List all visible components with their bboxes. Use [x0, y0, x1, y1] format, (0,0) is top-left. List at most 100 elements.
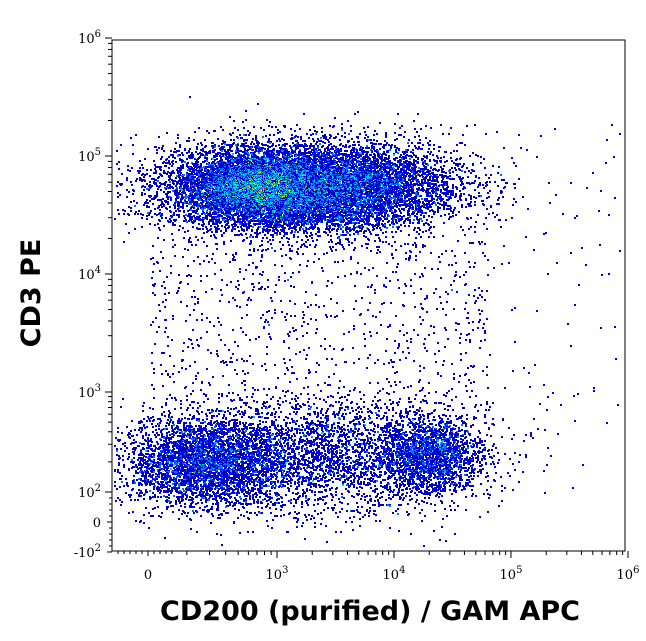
event-dot [414, 136, 416, 138]
event-dot [383, 175, 385, 177]
event-dot [198, 127, 200, 129]
event-dot [354, 113, 356, 115]
event-dot [248, 134, 250, 136]
event-dot [135, 134, 137, 136]
event-dot [225, 158, 227, 160]
event-dot [322, 135, 324, 137]
event-dot [127, 169, 129, 171]
event-dot [225, 151, 227, 153]
event-dot [245, 110, 247, 112]
event-dot [200, 165, 202, 167]
event-dot [399, 127, 401, 129]
event-dot [415, 166, 417, 168]
event-dot [130, 181, 132, 183]
event-dot [373, 139, 375, 141]
event-dot [475, 176, 477, 178]
event-dot [403, 158, 405, 160]
event-dot [320, 140, 322, 142]
event-dot [189, 148, 191, 150]
event-dot [269, 142, 271, 144]
event-dot [306, 133, 308, 135]
event-dot [414, 169, 416, 171]
event-dot [297, 147, 299, 149]
event-dot [278, 154, 280, 156]
event-dot [440, 124, 442, 126]
event-dot [345, 144, 347, 146]
event-dot [157, 166, 159, 168]
event-dot [213, 169, 215, 171]
event-dot [212, 142, 214, 144]
event-dot [442, 168, 444, 170]
event-dot [278, 138, 280, 140]
event-dot [197, 153, 199, 155]
event-dot [405, 149, 407, 151]
event-dot [358, 141, 360, 143]
event-dot [234, 127, 236, 129]
event-dot [511, 157, 513, 159]
event-dot [328, 149, 330, 151]
event-dot [351, 138, 353, 140]
event-dot [332, 148, 334, 150]
event-dot [341, 127, 343, 129]
event-dot [244, 148, 246, 150]
event-dot [131, 167, 133, 169]
event-dot [412, 152, 414, 154]
event-dot [401, 125, 403, 127]
event-dot [356, 150, 358, 152]
event-dot [234, 157, 236, 159]
event-dot [239, 134, 241, 136]
event-dot [275, 126, 277, 128]
event-dot [262, 136, 264, 138]
event-dot [291, 155, 293, 157]
event-dot [310, 178, 312, 180]
event-dot [485, 174, 487, 176]
event-dot [208, 164, 210, 166]
event-dot [423, 169, 425, 171]
event-dot [437, 181, 439, 183]
event-dot [432, 154, 434, 156]
event-dot [344, 160, 346, 162]
event-dot [406, 151, 408, 153]
event-dot [459, 158, 461, 160]
event-dot [396, 138, 398, 140]
event-dot [280, 160, 282, 162]
event-dot [168, 167, 170, 169]
event-dot [186, 158, 188, 160]
event-dot [473, 182, 475, 184]
event-dot [224, 143, 226, 145]
event-dot [258, 142, 260, 144]
event-dot [297, 154, 299, 156]
event-dot [319, 143, 321, 145]
event-dot [260, 127, 262, 129]
event-dot [463, 163, 465, 165]
event-dot [408, 145, 410, 147]
event-dot [298, 161, 300, 163]
event-dot [492, 165, 494, 167]
event-dot [228, 144, 230, 146]
event-dot [312, 133, 314, 135]
event-dot [435, 184, 437, 186]
event-dot [267, 148, 269, 150]
event-dot [321, 131, 323, 133]
event-dot [365, 134, 367, 136]
event-dot [293, 137, 295, 139]
event-dot [402, 169, 404, 171]
event-dot [474, 124, 476, 126]
event-dot [173, 151, 175, 153]
event-dot [497, 172, 499, 174]
event-dot [331, 146, 333, 148]
event-dot [267, 141, 269, 143]
event-dot [186, 140, 188, 142]
event-dot [424, 182, 426, 184]
event-dot [424, 160, 426, 162]
event-dot [414, 164, 416, 166]
event-dot [255, 137, 257, 139]
event-dot [341, 135, 343, 137]
event-dot [443, 165, 445, 167]
event-dot [265, 135, 267, 137]
event-dot [388, 155, 390, 157]
event-dot [160, 183, 162, 185]
event-dot [441, 176, 443, 178]
event-dot [345, 146, 347, 148]
event-dot [294, 151, 296, 153]
